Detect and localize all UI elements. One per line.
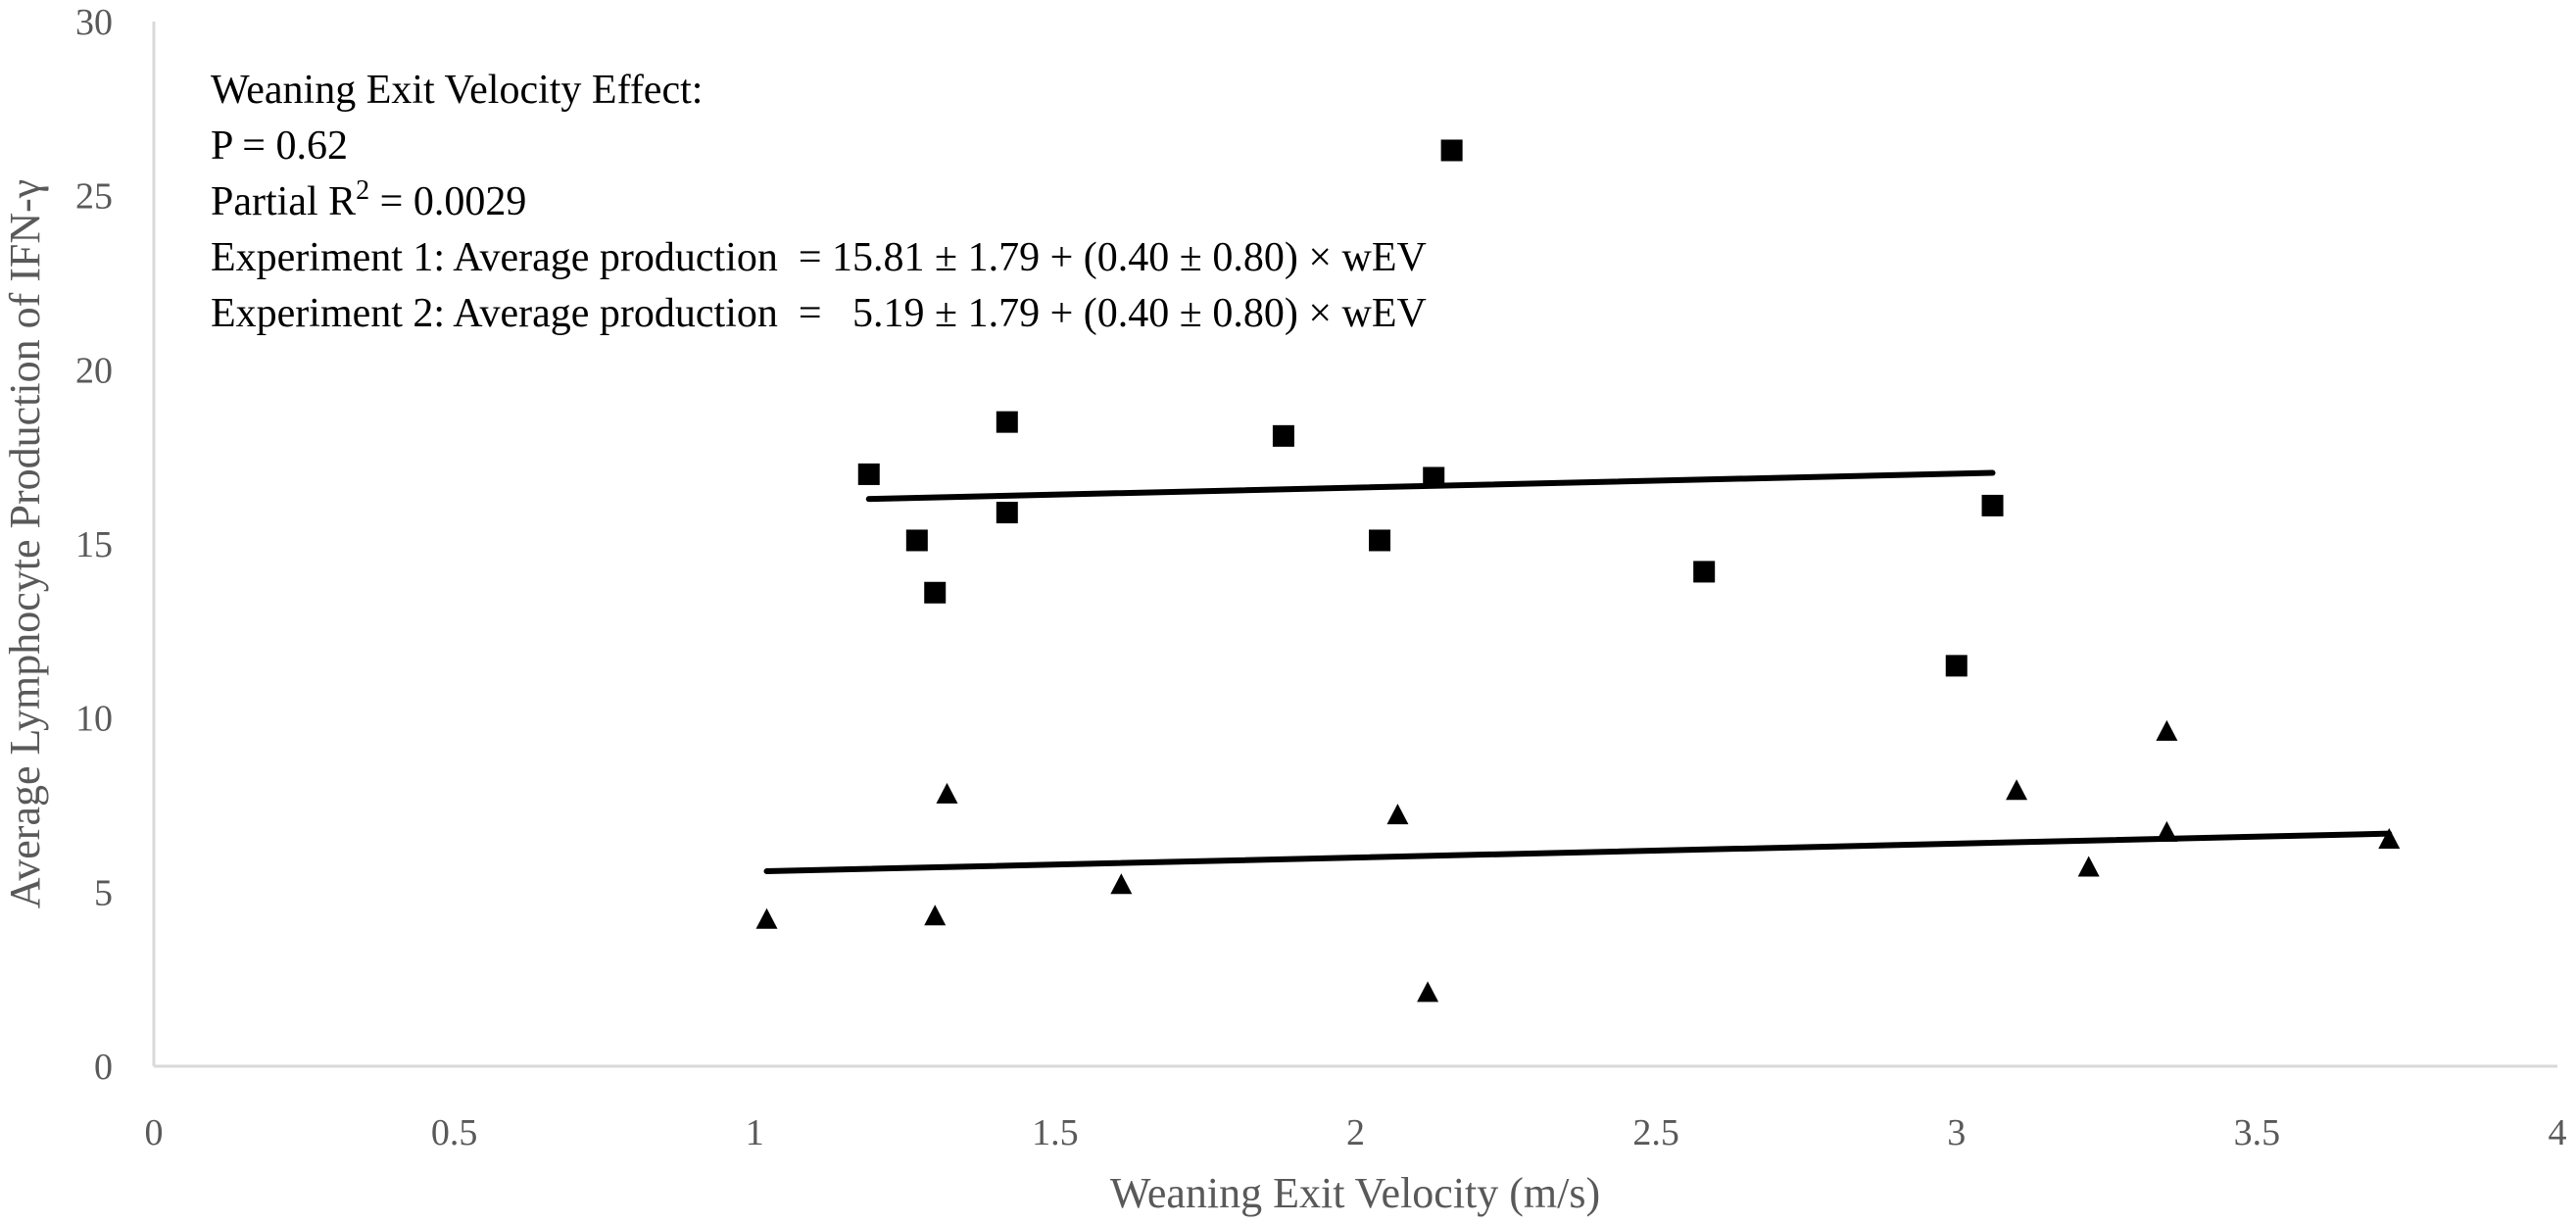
exp2-equation: Experiment 2: Average production = 5.19 …: [211, 291, 1427, 336]
data-points: [755, 139, 2401, 1003]
x-tick-label: 1: [746, 1112, 764, 1153]
y-tick-label: 0: [94, 1047, 113, 1088]
y-axis-title: Average Lymphocyte Production of IFN-γ: [1, 179, 49, 908]
triangle-point: [755, 907, 778, 929]
x-tick-label: 3: [1947, 1112, 1966, 1153]
triangle-point: [924, 905, 947, 926]
y-tick-labels: 0 5 10 15 20 25 30: [75, 2, 113, 1088]
square-point: [1945, 655, 1968, 677]
triangle-point: [2006, 779, 2028, 801]
partial-r2-sup: 2: [356, 175, 369, 206]
triangle-point: [1110, 873, 1133, 895]
y-tick-label: 20: [75, 350, 113, 391]
triangle-point: [2077, 856, 2100, 877]
triangle-point: [1386, 804, 1409, 825]
partial-r2-prefix: Partial R: [211, 179, 356, 224]
square-point: [1981, 494, 2004, 516]
partial-r2-suffix: = 0.0029: [369, 179, 526, 224]
triangle-point: [2378, 828, 2401, 850]
square-point: [857, 463, 880, 485]
x-tick-label: 2: [1346, 1112, 1365, 1153]
x-tick-labels: 0 0.5 1 1.5 2 2.5 3 3.5 4: [145, 1112, 2567, 1153]
triangle-point: [1417, 981, 1439, 1003]
square-point: [1440, 139, 1463, 162]
x-tick-label: 2.5: [1632, 1112, 1679, 1153]
square-point: [1423, 466, 1445, 489]
triangle-point: [936, 782, 958, 804]
trendline-series-2: [763, 830, 2393, 875]
square-point: [996, 502, 1018, 524]
square-point: [924, 581, 947, 604]
square-point: [996, 411, 1018, 433]
p-value: P = 0.62: [211, 123, 348, 169]
y-tick-label: 10: [75, 699, 113, 740]
triangle-point: [2156, 820, 2178, 842]
x-tick-label: 1.5: [1032, 1112, 1079, 1153]
partial-r2: Partial R2 = 0.0029: [211, 175, 526, 224]
trendlines: [763, 469, 2393, 875]
triangle-point: [2156, 719, 2178, 741]
annotation-block: Weaning Exit Velocity Effect: P = 0.62 P…: [211, 68, 1427, 336]
y-tick-label: 30: [75, 2, 113, 43]
exp1-equation: Experiment 1: Average production = 15.81…: [211, 235, 1427, 280]
square-point: [1693, 561, 1716, 583]
x-tick-label: 3.5: [2234, 1112, 2281, 1153]
square-point: [905, 529, 928, 552]
x-tick-label: 0.5: [431, 1112, 478, 1153]
y-tick-label: 5: [94, 872, 113, 913]
x-tick-label: 4: [2549, 1112, 2567, 1153]
y-tick-label: 15: [75, 524, 113, 565]
y-tick-label: 25: [75, 176, 113, 218]
square-point: [1369, 529, 1391, 552]
effect-title: Weaning Exit Velocity Effect:: [211, 68, 703, 113]
axes: [152, 22, 2557, 1068]
square-point: [1272, 424, 1294, 447]
x-tick-label: 0: [145, 1112, 164, 1153]
x-axis-title: Weaning Exit Velocity (m/s): [1110, 1169, 1600, 1217]
